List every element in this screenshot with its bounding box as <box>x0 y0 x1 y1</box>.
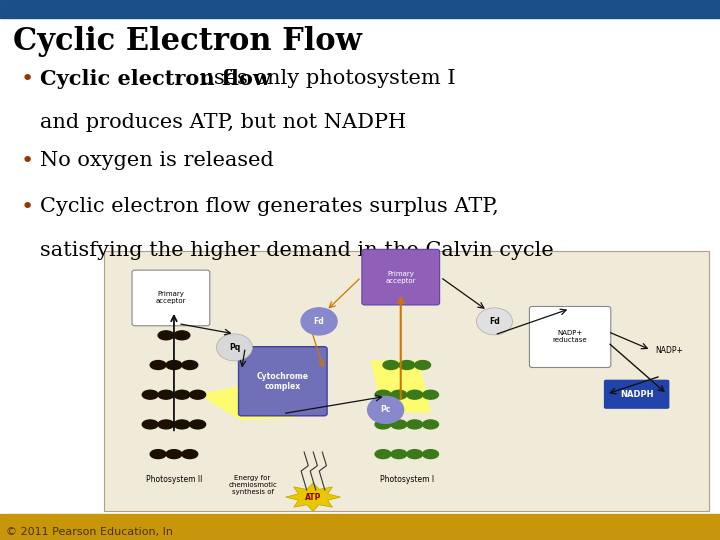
Ellipse shape <box>150 450 166 458</box>
Text: Primary
acceptor: Primary acceptor <box>156 292 186 305</box>
Ellipse shape <box>415 361 431 369</box>
Text: Energy for
chemiosmotic
synthesis of: Energy for chemiosmotic synthesis of <box>228 475 277 495</box>
Text: Photosystem II: Photosystem II <box>145 475 202 484</box>
Ellipse shape <box>174 390 190 399</box>
Ellipse shape <box>391 450 407 458</box>
Text: •: • <box>20 197 33 217</box>
Ellipse shape <box>158 420 174 429</box>
Ellipse shape <box>375 390 391 399</box>
Text: Primary
acceptor: Primary acceptor <box>385 271 416 284</box>
Text: © 2011 Pearson Education, In: © 2011 Pearson Education, In <box>6 526 173 537</box>
Ellipse shape <box>423 420 438 429</box>
Ellipse shape <box>158 390 174 399</box>
Ellipse shape <box>190 390 206 399</box>
Ellipse shape <box>423 390 438 399</box>
Text: satisfying the higher demand in the Calvin cycle: satisfying the higher demand in the Calv… <box>40 241 554 260</box>
Ellipse shape <box>158 331 174 340</box>
Text: No oxygen is released: No oxygen is released <box>40 151 274 170</box>
Ellipse shape <box>166 361 182 369</box>
Ellipse shape <box>166 450 182 458</box>
Ellipse shape <box>383 361 399 369</box>
Text: NADP+
reductase: NADP+ reductase <box>553 330 588 343</box>
Ellipse shape <box>423 450 438 458</box>
FancyBboxPatch shape <box>238 347 327 416</box>
Text: Cyclic Electron Flow: Cyclic Electron Flow <box>13 26 362 57</box>
Bar <box>104 251 709 511</box>
Ellipse shape <box>174 420 190 429</box>
Text: NADPH: NADPH <box>620 390 653 399</box>
Circle shape <box>301 308 337 335</box>
Circle shape <box>477 308 513 335</box>
Ellipse shape <box>399 361 415 369</box>
Text: Photosystem I: Photosystem I <box>379 475 434 484</box>
Ellipse shape <box>143 420 158 429</box>
Bar <box>0 514 720 540</box>
Text: Pc: Pc <box>380 406 391 414</box>
Ellipse shape <box>190 420 206 429</box>
FancyBboxPatch shape <box>604 380 670 409</box>
Ellipse shape <box>407 450 423 458</box>
FancyBboxPatch shape <box>529 307 611 368</box>
Polygon shape <box>198 387 298 420</box>
Ellipse shape <box>150 361 166 369</box>
Text: Fd: Fd <box>489 317 500 326</box>
Text: Fd: Fd <box>314 317 325 326</box>
Text: Cyclic electron flow generates surplus ATP,: Cyclic electron flow generates surplus A… <box>40 197 498 216</box>
Ellipse shape <box>174 331 190 340</box>
Circle shape <box>368 396 404 423</box>
Circle shape <box>217 334 253 361</box>
Polygon shape <box>371 360 431 413</box>
Ellipse shape <box>391 390 407 399</box>
Ellipse shape <box>407 390 423 399</box>
Text: ATP: ATP <box>305 492 321 502</box>
Text: •: • <box>20 151 33 171</box>
Ellipse shape <box>143 390 158 399</box>
FancyBboxPatch shape <box>132 270 210 326</box>
Ellipse shape <box>182 450 198 458</box>
Ellipse shape <box>375 420 391 429</box>
Ellipse shape <box>182 361 198 369</box>
Ellipse shape <box>407 420 423 429</box>
FancyBboxPatch shape <box>362 249 440 305</box>
Ellipse shape <box>391 420 407 429</box>
Text: and produces ATP, but not NADPH: and produces ATP, but not NADPH <box>40 113 406 132</box>
Text: •: • <box>20 69 33 89</box>
Polygon shape <box>286 483 341 511</box>
Text: NADP+: NADP+ <box>654 346 683 354</box>
Text: Cytochrome
complex: Cytochrome complex <box>257 372 309 391</box>
Text: uses only photosystem I: uses only photosystem I <box>194 69 456 87</box>
Text: Pq: Pq <box>229 343 240 352</box>
Text: Cyclic electron flow: Cyclic electron flow <box>40 69 271 89</box>
Bar <box>0 0 720 18</box>
Ellipse shape <box>375 450 391 458</box>
